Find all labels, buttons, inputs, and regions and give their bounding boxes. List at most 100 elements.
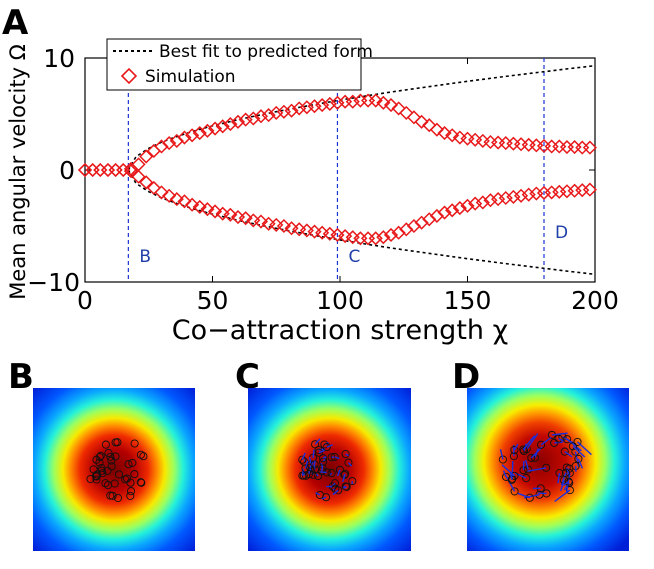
agent-marker — [114, 470, 124, 479]
simulation-point — [185, 197, 200, 212]
simulation-point — [230, 209, 246, 225]
simulation-point — [483, 134, 498, 150]
agent-marker — [298, 455, 307, 464]
agent-marker — [130, 470, 139, 479]
agent-marker — [113, 493, 123, 503]
agent-marker — [314, 471, 323, 481]
agent-marker — [121, 475, 130, 484]
agent-velocity-arrow — [526, 467, 547, 472]
agent-marker — [554, 434, 563, 443]
simulation-point — [345, 230, 360, 245]
simulation-point — [498, 190, 513, 206]
vertical-marker-labels: B C D — [139, 223, 568, 267]
agent-marker — [330, 452, 339, 461]
agent-marker — [498, 455, 507, 464]
simulation-point — [353, 231, 368, 246]
agent-velocity-arrow — [326, 444, 333, 448]
agent-velocity-arrow — [304, 460, 309, 469]
agent-velocity-arrow — [522, 460, 525, 471]
simulation-point — [315, 225, 330, 240]
marker-label-c: C — [348, 247, 360, 267]
agent-velocity-arrow — [347, 462, 353, 467]
panel-label-b: B — [8, 357, 34, 397]
simulation-point — [261, 108, 276, 123]
agent-marker — [573, 437, 582, 446]
agent-marker — [341, 482, 350, 491]
simulation-point — [162, 136, 177, 151]
simulation-point — [223, 207, 238, 222]
simulation-point — [330, 227, 345, 243]
simulation-point — [322, 226, 337, 241]
agent-marker — [327, 469, 336, 478]
agent-marker — [136, 450, 145, 459]
simulation-point — [376, 95, 391, 110]
agent-velocity-arrow — [502, 470, 507, 478]
agent-velocity-arrow — [551, 432, 568, 436]
simulation-point — [276, 218, 291, 234]
fit-curves — [127, 64, 596, 276]
agent-marker — [560, 476, 569, 485]
agent-marker — [136, 478, 145, 487]
simulation-point — [452, 201, 467, 216]
agent-velocity-arrow — [577, 441, 592, 456]
agent-velocity-arrow — [312, 449, 315, 458]
simulation-point — [513, 188, 529, 203]
agent-marker — [107, 456, 116, 465]
agent-marker — [334, 486, 343, 495]
agent-marker — [126, 491, 135, 500]
agent-velocity-arrow — [315, 492, 321, 496]
simulation-point — [483, 193, 498, 208]
agent-velocity-arrow — [566, 438, 582, 452]
simulation-point — [230, 114, 246, 129]
agent-marker — [111, 452, 120, 461]
agent-velocity-arrow — [564, 451, 573, 458]
x-tick-label-200: 200 — [571, 286, 619, 315]
agent-marker — [137, 478, 146, 487]
agent-velocity-arrow — [577, 458, 584, 469]
simulation-point — [437, 125, 452, 141]
agent-marker — [341, 469, 350, 478]
agent-marker — [527, 453, 536, 462]
agent-velocity-arrow — [322, 456, 327, 459]
snapshot-b-agents — [86, 438, 148, 503]
y-tick-label-neg10: −10 — [27, 268, 80, 297]
simulation-point — [246, 111, 261, 126]
agent-marker — [108, 491, 117, 500]
simulation-point — [491, 192, 506, 207]
simulation-point — [582, 182, 597, 197]
agent-velocity-arrow — [342, 486, 347, 490]
simulation-point — [360, 231, 376, 246]
simulation-point — [330, 95, 345, 110]
simulation-point — [475, 195, 490, 210]
simulation-point — [169, 192, 184, 207]
agent-marker — [104, 448, 113, 458]
legend-fit-label: Best fit to predicted form — [159, 42, 373, 62]
agent-marker — [130, 439, 139, 448]
simulation-point — [437, 205, 452, 220]
simulation-point — [131, 169, 146, 184]
agent-marker — [519, 445, 528, 454]
agent-velocity-arrow — [315, 473, 319, 477]
snapshot-c-agents — [298, 438, 357, 502]
simulation-point — [299, 100, 314, 115]
agent-marker — [335, 465, 344, 474]
simulation-point — [575, 140, 590, 155]
agent-velocity-arrow — [524, 459, 529, 470]
simulation-point — [376, 230, 391, 245]
simulation-point — [582, 140, 597, 155]
simulation-point — [131, 157, 146, 172]
agent-velocity-arrow — [558, 437, 565, 443]
agent-marker — [124, 460, 133, 469]
agent-marker — [322, 443, 331, 452]
simulation-point — [307, 99, 322, 114]
simulation-point — [468, 196, 483, 211]
simulation-point — [552, 139, 567, 154]
simulation-point — [460, 131, 475, 146]
simulation-point — [200, 202, 215, 217]
agent-velocity-arrow — [501, 464, 515, 477]
agent-marker — [537, 440, 546, 449]
simulation-point — [139, 175, 154, 190]
simulation-point — [215, 119, 230, 134]
fit-curve-upper — [127, 64, 596, 171]
agent-velocity-arrow — [342, 473, 346, 483]
